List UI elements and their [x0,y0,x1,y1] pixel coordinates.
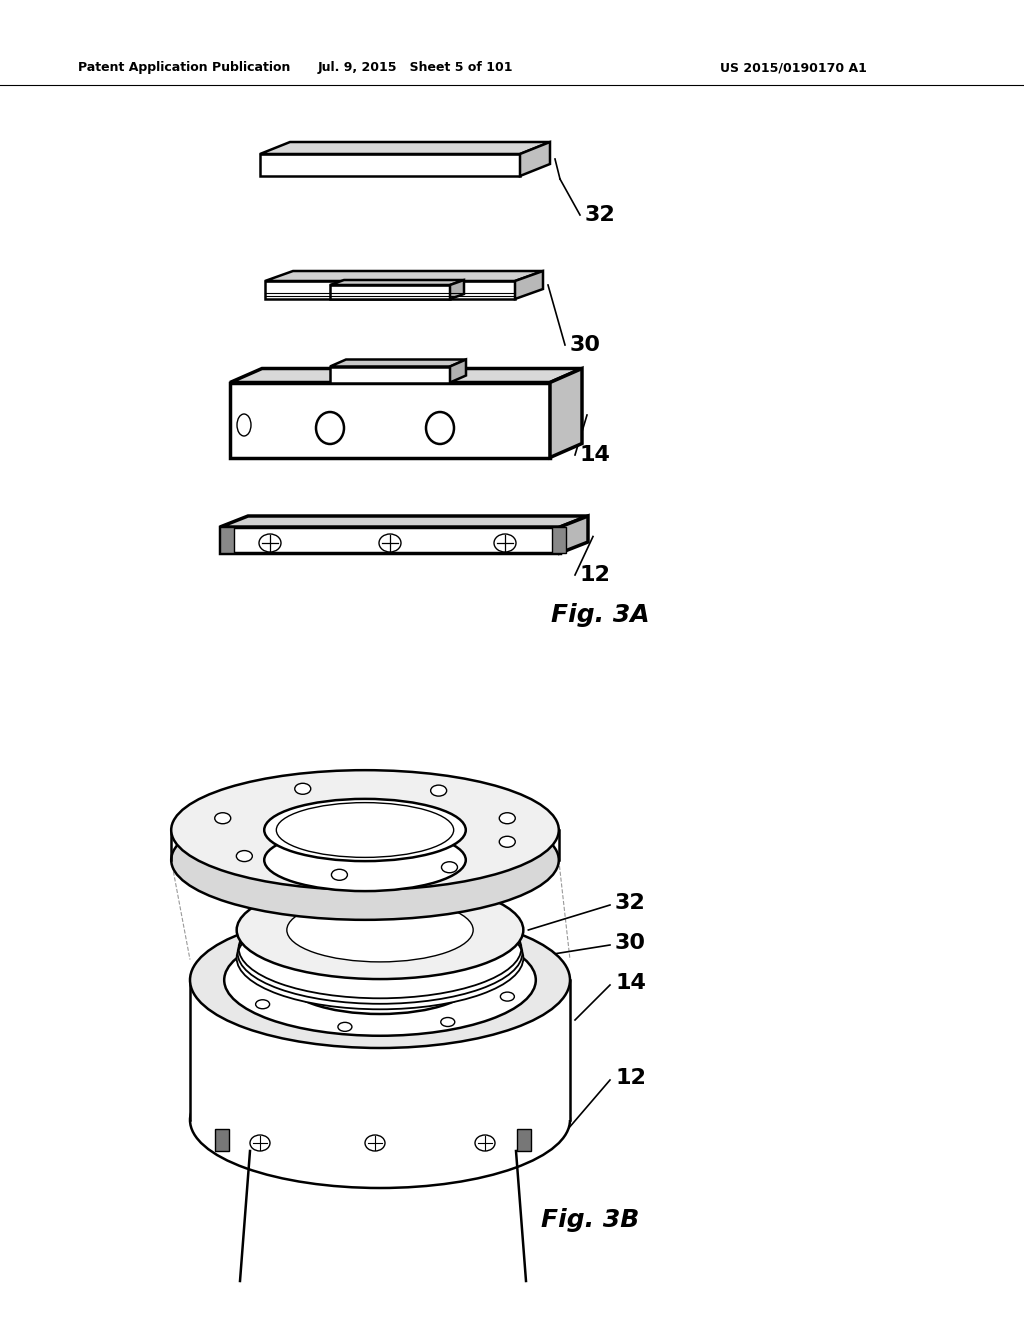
Polygon shape [330,280,464,285]
Polygon shape [260,154,520,176]
Ellipse shape [365,1135,385,1151]
Text: 32: 32 [585,205,615,224]
Ellipse shape [237,850,252,862]
Ellipse shape [500,837,515,847]
Ellipse shape [237,880,523,979]
Ellipse shape [440,1018,455,1027]
Polygon shape [215,1129,525,1151]
Polygon shape [330,367,450,383]
Polygon shape [517,1129,531,1151]
Ellipse shape [494,535,516,552]
Ellipse shape [285,946,475,1014]
Polygon shape [330,285,450,300]
Ellipse shape [500,813,515,824]
Ellipse shape [451,936,465,945]
Ellipse shape [295,783,310,795]
Polygon shape [230,383,550,458]
Ellipse shape [504,964,518,972]
Text: Fig. 3B: Fig. 3B [541,1208,639,1232]
Ellipse shape [190,1052,570,1188]
Ellipse shape [259,535,281,552]
Text: 32: 32 [615,894,646,913]
Polygon shape [230,368,582,383]
Ellipse shape [287,898,473,962]
Text: 34: 34 [204,858,234,878]
Ellipse shape [237,907,523,1010]
Ellipse shape [264,829,466,891]
Polygon shape [220,527,234,553]
Polygon shape [265,281,515,300]
Text: 14: 14 [615,973,646,993]
Polygon shape [220,527,560,553]
Text: 14: 14 [580,445,611,465]
Text: 30: 30 [570,335,601,355]
Ellipse shape [250,1135,270,1151]
Ellipse shape [379,535,401,552]
Ellipse shape [441,862,458,873]
Polygon shape [450,359,466,383]
Polygon shape [550,368,582,458]
Ellipse shape [475,1135,495,1151]
Ellipse shape [237,414,251,436]
Ellipse shape [190,912,570,1048]
Text: Patent Application Publication: Patent Application Publication [78,62,291,74]
Ellipse shape [246,958,260,968]
Polygon shape [215,1119,551,1129]
Polygon shape [215,1129,229,1151]
Polygon shape [190,979,570,1119]
Ellipse shape [327,929,341,939]
Polygon shape [525,1119,551,1151]
Ellipse shape [332,870,347,880]
Polygon shape [220,516,588,527]
Ellipse shape [224,924,536,1036]
Ellipse shape [215,813,230,824]
Ellipse shape [501,993,514,1001]
Ellipse shape [316,412,344,444]
Polygon shape [520,143,550,176]
Polygon shape [560,516,588,553]
Polygon shape [330,359,466,367]
Text: Jul. 9, 2015   Sheet 5 of 101: Jul. 9, 2015 Sheet 5 of 101 [317,62,513,74]
Ellipse shape [431,785,446,796]
Ellipse shape [256,999,269,1008]
Text: 12: 12 [615,1068,646,1088]
Text: US 2015/0190170 A1: US 2015/0190170 A1 [720,62,867,74]
Text: Fig. 3A: Fig. 3A [551,603,649,627]
Text: 12: 12 [580,565,611,585]
Polygon shape [450,280,464,300]
Polygon shape [265,271,543,281]
Polygon shape [260,143,550,154]
Ellipse shape [426,412,454,444]
Polygon shape [552,527,566,553]
Ellipse shape [338,1023,352,1031]
Ellipse shape [171,770,559,890]
Text: 30: 30 [615,933,646,953]
Polygon shape [515,271,543,300]
Ellipse shape [264,799,466,861]
Ellipse shape [171,800,559,920]
